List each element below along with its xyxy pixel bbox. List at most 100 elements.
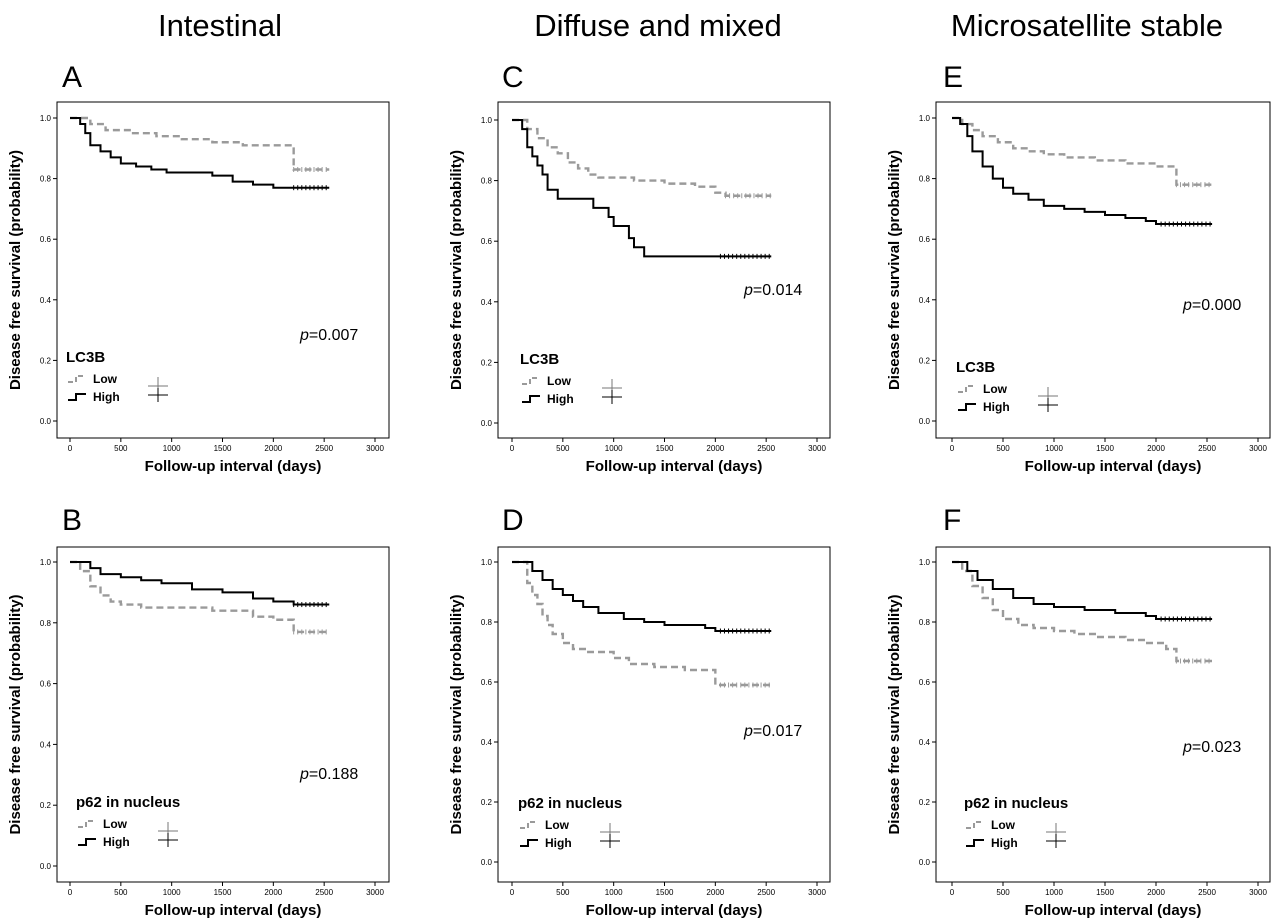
y-tick-label: 0.4 — [40, 296, 52, 305]
panel-letter: D — [502, 504, 524, 537]
x-tick-label: 1000 — [163, 888, 181, 897]
y-tick-label: 0.4 — [919, 738, 931, 747]
series-line-high — [512, 561, 772, 632]
y-tick-label: 1.0 — [481, 558, 493, 567]
p-value-symbol: p — [1182, 297, 1192, 314]
series-line-low — [512, 118, 772, 197]
series-line-high — [70, 561, 330, 606]
chart-panel-c: C 0 500 1000 1500 2000 2500 3000 0.0 0.2 0.4 0.6 0.8… — [448, 61, 831, 475]
x-tick-label: 1000 — [1045, 444, 1063, 453]
x-tick-label: 1500 — [1096, 888, 1114, 897]
x-tick-label: 1000 — [163, 444, 181, 453]
y-tick-label: 0.2 — [40, 356, 52, 365]
x-tick-label: 2000 — [264, 444, 282, 453]
p-value-symbol: p — [743, 282, 753, 299]
p-value-label: p=0.188 — [299, 766, 358, 783]
p-value-number: =0.000 — [1192, 297, 1241, 314]
y-tick-label: 0.8 — [481, 618, 493, 627]
y-tick-label: 0.6 — [481, 678, 493, 687]
legend-title: LC3B — [520, 351, 559, 368]
legend-swatch-low — [966, 821, 984, 829]
y-tick-label: 0.6 — [40, 235, 52, 244]
legend-swatch-high — [78, 838, 96, 846]
p-value-number: =0.007 — [309, 327, 358, 344]
x-tick-label: 2000 — [706, 444, 724, 453]
y-tick-label: 0.8 — [481, 177, 493, 186]
legend-title: LC3B — [66, 349, 105, 366]
legend-swatch-high — [958, 403, 976, 411]
x-tick-label: 0 — [950, 444, 955, 453]
legend-label-low: Low — [93, 372, 118, 386]
x-tick-label: 2500 — [757, 444, 775, 453]
legend-swatch-high — [966, 839, 984, 847]
series-line-low — [70, 560, 330, 634]
panel-letter: F — [943, 504, 961, 537]
legend-label-high: High — [545, 836, 572, 850]
x-tick-label: 2000 — [264, 888, 282, 897]
p-value-label: p=0.017 — [743, 723, 802, 740]
plot-frame — [56, 546, 390, 883]
plot-frame — [56, 101, 390, 439]
x-axis-label: Follow-up interval (days) — [1025, 902, 1202, 919]
y-tick-label: 0.8 — [40, 175, 52, 184]
plot-frame — [935, 546, 1271, 883]
chart-panel-e: E 0 500 1000 1500 2000 2500 3000 0.0 0.2 0.4 0.6 0.8… — [886, 61, 1271, 475]
chart-panel-d: D 0 500 1000 1500 2000 2500 3000 0.0 0.2 0.4 0.6 0.8… — [448, 504, 831, 919]
x-tick-label: 3000 — [808, 888, 826, 897]
p-value-number: =0.014 — [753, 282, 802, 299]
y-tick-label: 1.0 — [481, 116, 493, 125]
x-tick-label: 1000 — [1045, 888, 1063, 897]
x-tick-label: 2500 — [315, 444, 333, 453]
legend-title: LC3B — [956, 359, 995, 376]
y-tick-label: 0.0 — [481, 419, 493, 428]
legend-swatch-low — [68, 375, 86, 383]
y-tick-label: 0.4 — [481, 298, 493, 307]
x-tick-label: 2500 — [1198, 888, 1216, 897]
x-tick-label: 500 — [556, 888, 570, 897]
column-title-msi-stable: Microsatellite stable — [950, 8, 1224, 43]
x-tick-label: 3000 — [808, 444, 826, 453]
p-value-symbol: p — [743, 723, 753, 740]
x-tick-label: 3000 — [1249, 888, 1267, 897]
y-axis-label: Disease free survival (probability) — [7, 150, 24, 390]
legend-label-high: High — [103, 835, 130, 849]
x-tick-label: 0 — [950, 888, 955, 897]
y-tick-label: 0.6 — [919, 678, 931, 687]
x-axis-label: Follow-up interval (days) — [145, 902, 322, 919]
x-tick-label: 3000 — [366, 888, 384, 897]
legend-label-low: Low — [103, 817, 128, 831]
x-tick-label: 0 — [68, 444, 73, 453]
x-tick-label: 1500 — [214, 444, 232, 453]
panel-letter: B — [62, 504, 82, 537]
legend-label-high: High — [991, 836, 1018, 850]
p-value-symbol: p — [299, 327, 309, 344]
y-tick-label: 0.0 — [481, 858, 493, 867]
legend-swatch-low — [522, 377, 540, 385]
legend-label-high: High — [983, 400, 1010, 414]
legend-swatch-high — [522, 395, 540, 403]
x-axis-label: Follow-up interval (days) — [586, 458, 763, 475]
x-tick-label: 1500 — [1096, 444, 1114, 453]
legend-swatch-low — [958, 385, 976, 393]
plot-frame — [935, 101, 1271, 439]
legend-title: p62 in nucleus — [518, 795, 622, 812]
y-tick-label: 0.6 — [40, 680, 52, 689]
x-tick-label: 1000 — [605, 444, 623, 453]
x-tick-label: 3000 — [366, 444, 384, 453]
y-tick-label: 0.4 — [919, 296, 931, 305]
y-tick-label: 0.4 — [40, 740, 52, 749]
column-title-intestinal: Intestinal — [157, 8, 283, 43]
series-line-high — [70, 117, 330, 189]
x-tick-label: 2500 — [757, 888, 775, 897]
legend-swatch-high — [68, 393, 86, 401]
legend-label-low: Low — [991, 818, 1016, 832]
column-title-diffuse-mixed: Diffuse and mixed — [534, 8, 782, 43]
legend-label-low: Low — [547, 374, 572, 388]
y-tick-label: 0.8 — [919, 175, 931, 184]
legend-label-high: High — [547, 392, 574, 406]
y-tick-label: 0.0 — [919, 858, 931, 867]
y-tick-label: 0.2 — [40, 801, 52, 810]
legend-swatch-high — [520, 839, 538, 847]
y-axis-label: Disease free survival (probability) — [448, 150, 465, 390]
x-axis-label: Follow-up interval (days) — [586, 902, 763, 919]
